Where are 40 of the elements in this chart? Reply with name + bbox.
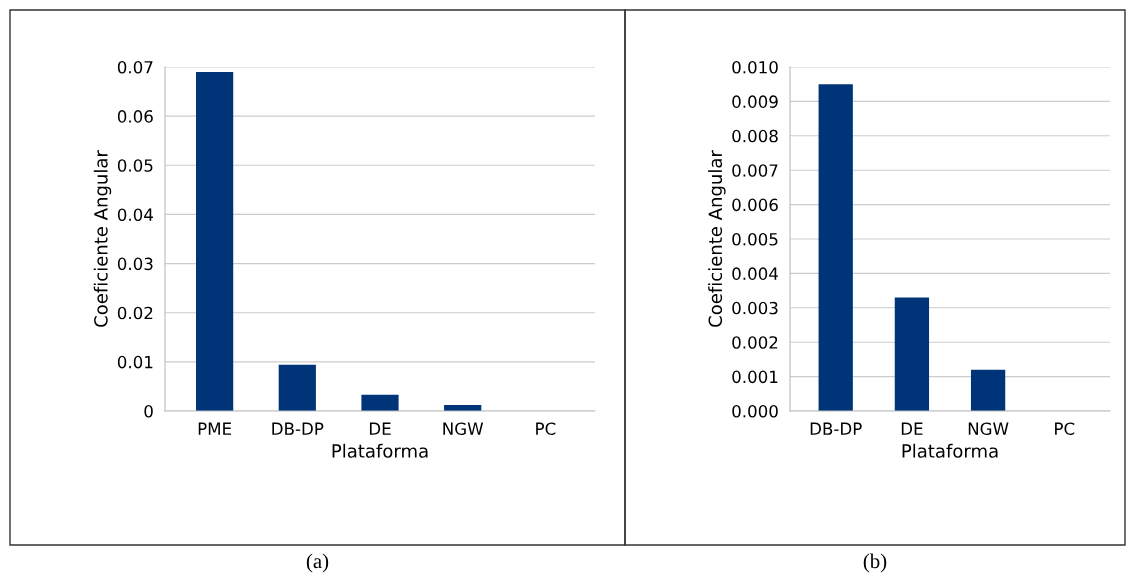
y-tick-label: 0.008: [732, 129, 778, 143]
x-tick-label: DB-DP: [810, 422, 862, 435]
y-axis-title: Coeficiente Angular: [93, 150, 112, 327]
x-axis-title: Plataforma: [332, 443, 428, 458]
x-tick-label: DB-DP: [272, 422, 324, 435]
y-tick-label: 0.010: [732, 60, 778, 74]
y-tick-label: 0: [144, 404, 153, 418]
y-axis-title: Coeficiente Angular: [708, 150, 726, 327]
y-tick-label: 0.006: [732, 198, 778, 212]
y-tick-label: 0.005: [732, 232, 778, 246]
x-tick-label: DE: [369, 422, 391, 435]
x-tick-label: NGW: [968, 422, 1009, 436]
y-tick-label: 0.004: [732, 267, 778, 280]
x-tick-label: PC: [1055, 422, 1075, 436]
y-tick-label: 0.07: [117, 60, 153, 74]
bar: [818, 84, 853, 411]
y-tick-label: 0.02: [117, 306, 153, 320]
bar: [894, 297, 930, 411]
x-tick-label: PME: [198, 422, 232, 435]
y-tick-label: 0.06: [117, 110, 153, 123]
text: (a): [306, 553, 329, 573]
y-tick-label: 0.002: [732, 336, 778, 349]
bar: [278, 364, 316, 411]
y-tick-label: 0.04: [117, 208, 153, 221]
bar: [196, 71, 234, 411]
y-tick-label: 0.003: [732, 301, 778, 315]
y-tick-label: 0.009: [732, 95, 778, 108]
y-tick-label: 0.001: [732, 370, 778, 384]
y-tick-label: 0.007: [732, 164, 778, 177]
x-tick-label: PC: [536, 422, 556, 436]
y-tick-label: 0.01: [117, 355, 153, 369]
x-tick-label: NGW: [443, 422, 484, 436]
x-axis-title: Plataforma: [902, 443, 998, 458]
y-tick-label: 0.03: [117, 257, 153, 271]
bar: [361, 394, 399, 411]
text: (b): [863, 553, 887, 573]
bar: [970, 369, 1006, 411]
x-tick-label: DE: [901, 422, 923, 435]
y-tick-label: 0.05: [117, 159, 153, 172]
y-tick-label: 0.000: [732, 404, 778, 418]
